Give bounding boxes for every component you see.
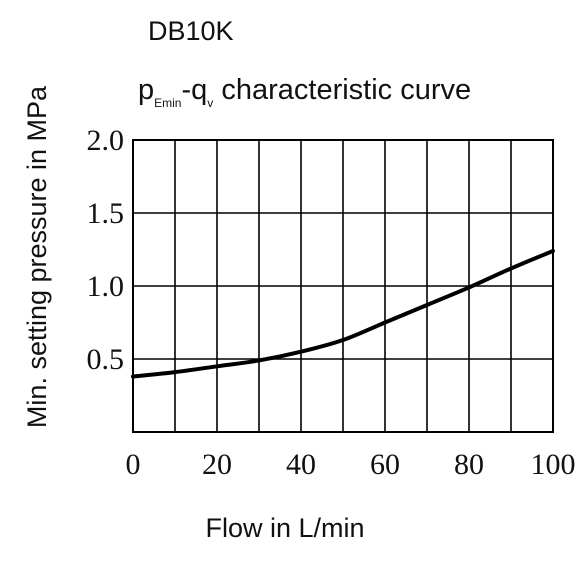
x-tick-label: 40 — [286, 448, 316, 481]
y-tick-label: 2.0 — [87, 124, 125, 157]
x-tick-label: 80 — [454, 448, 484, 481]
chart-title: DB10K — [148, 16, 234, 46]
y-axis-label: Min. setting pressure in MPa — [22, 85, 52, 428]
y-tick-label: 1.5 — [87, 197, 125, 230]
subtitle-q-subscript: v — [207, 96, 213, 110]
y-tick-label: 0.5 — [87, 343, 125, 376]
x-tick-label: 100 — [531, 448, 576, 481]
subtitle-p-subscript: Emin — [154, 96, 181, 110]
x-tick-label: 0 — [126, 448, 141, 481]
chart-subtitle: pEmin-qv characteristic curve — [138, 74, 471, 110]
y-tick-labels: 0.5 1.0 1.5 2.0 — [87, 124, 125, 376]
plot-frame — [132, 139, 554, 433]
subtitle-rest: characteristic curve — [213, 74, 471, 106]
x-axis-label: Flow in L/min — [205, 513, 364, 543]
grid — [133, 140, 553, 432]
x-tick-labels: 0 20 40 60 80 100 — [126, 448, 576, 481]
subtitle-p: p — [138, 74, 154, 106]
x-tick-label: 60 — [370, 448, 400, 481]
series-line — [131, 248, 555, 379]
subtitle-q: -q — [181, 74, 207, 106]
x-tick-label: 20 — [202, 448, 232, 481]
y-tick-label: 1.0 — [87, 270, 125, 303]
